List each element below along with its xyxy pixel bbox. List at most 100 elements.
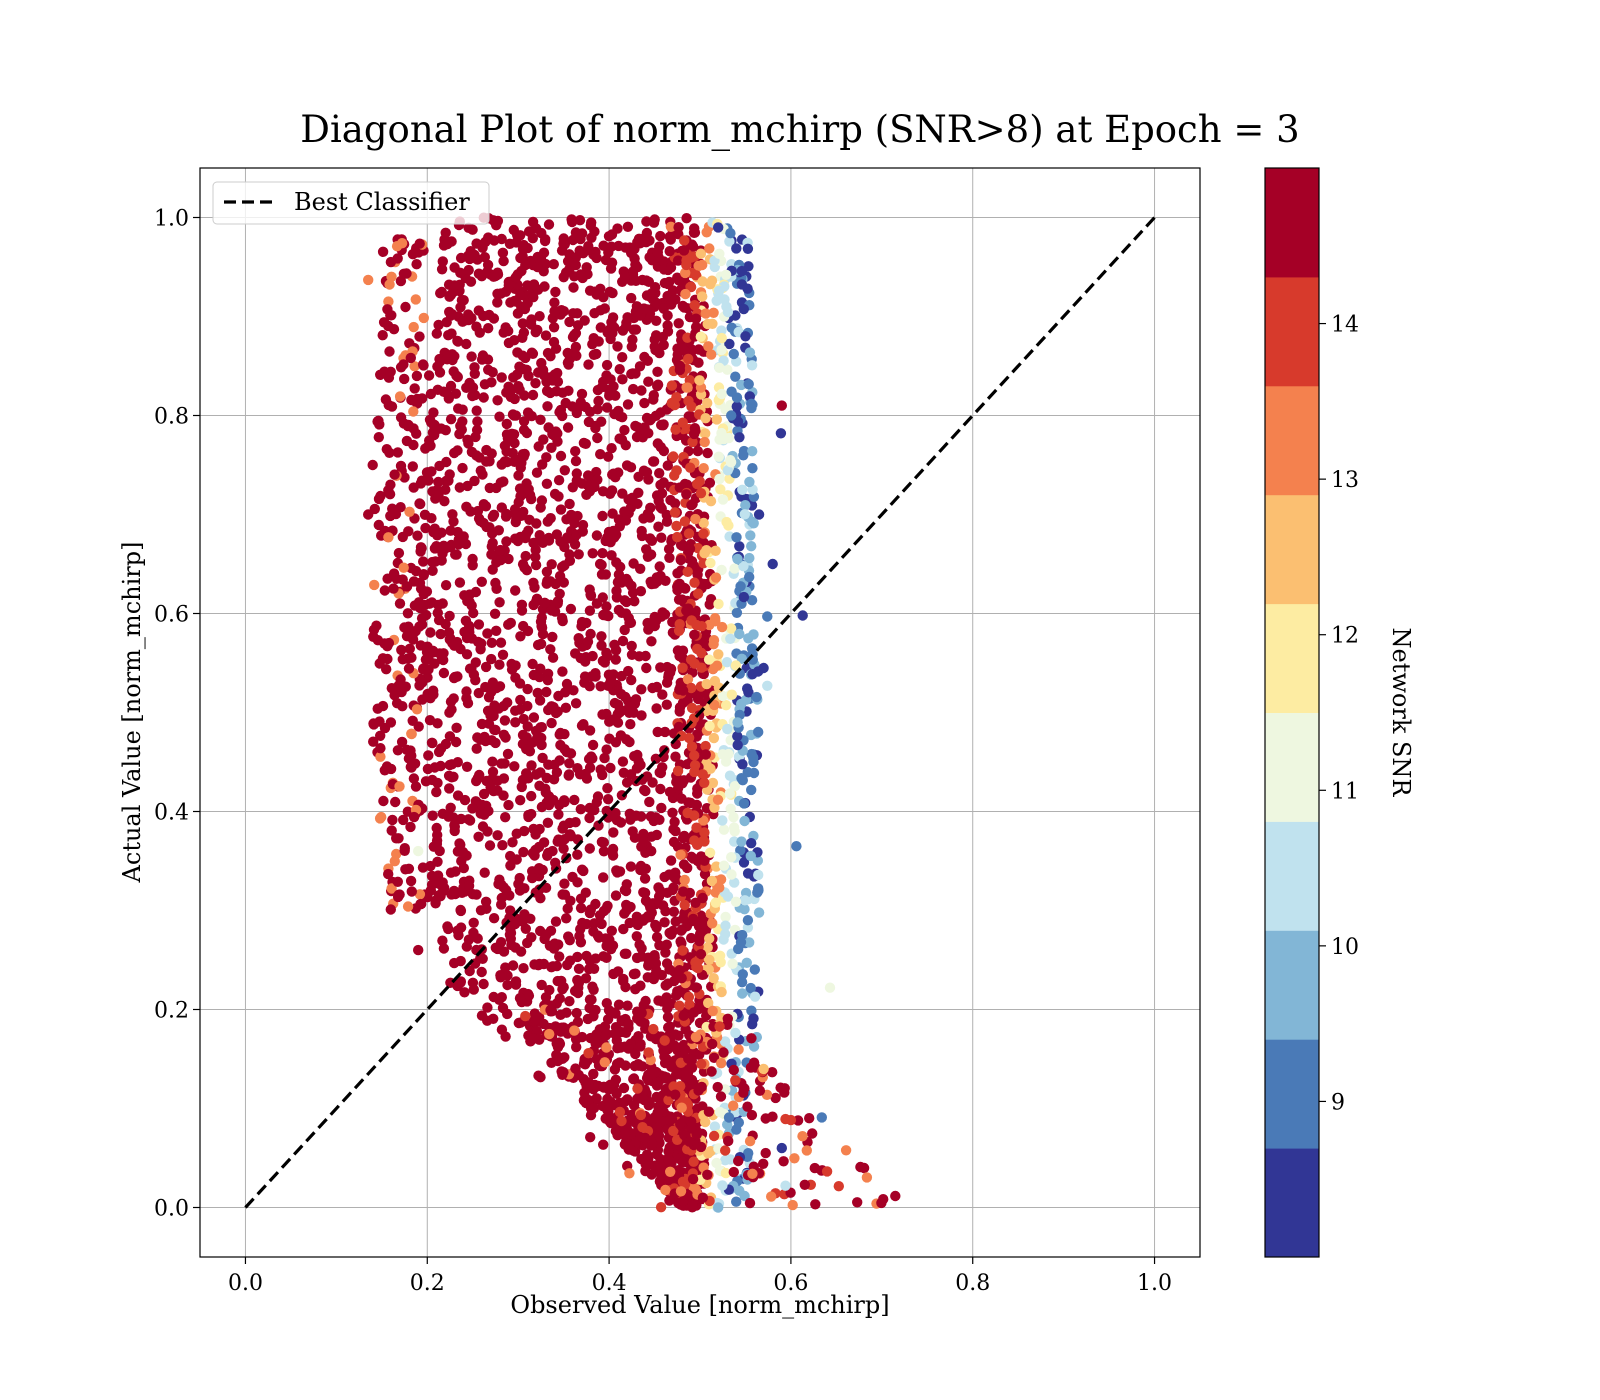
scatter-point: [471, 424, 483, 436]
scatter-point: [523, 990, 535, 1001]
scatter-point: [647, 1068, 658, 1080]
scatter-point: [629, 832, 641, 843]
scatter-point: [605, 762, 616, 774]
scatter-point: [653, 1130, 665, 1142]
scatter-point: [455, 905, 467, 917]
scatter-point: [602, 783, 613, 794]
scatter-point: [565, 895, 576, 906]
scatter-point: [699, 855, 710, 866]
scatter-point: [679, 899, 690, 911]
scatter-point: [515, 491, 526, 502]
scatter-point: [637, 1061, 648, 1072]
scatter-point: [561, 1024, 572, 1036]
scatter-point: [490, 737, 501, 749]
scatter-point: [739, 895, 751, 906]
scatter-point: [493, 525, 504, 536]
scatter-point: [415, 898, 426, 910]
scatter-point: [433, 319, 444, 331]
scatter-point: [662, 887, 673, 898]
scatter-point: [607, 808, 619, 820]
scatter-point: [574, 769, 586, 780]
scatter-point: [654, 561, 665, 572]
scatter-point: [430, 556, 441, 567]
scatter-point: [511, 296, 522, 307]
scatter-point: [598, 872, 609, 883]
scatter-point: [654, 814, 665, 825]
scatter-point: [564, 817, 575, 829]
scatter-point: [508, 372, 519, 383]
scatter-point: [713, 451, 724, 462]
scatter-point: [363, 509, 374, 520]
scatter-point: [713, 222, 724, 233]
scatter-point: [636, 530, 648, 542]
scatter-point: [573, 963, 585, 974]
scatter-point: [470, 657, 481, 668]
scatter-point: [697, 1192, 709, 1203]
scatter-point: [492, 288, 503, 299]
scatter-point: [492, 775, 503, 786]
scatter-point: [702, 942, 713, 953]
scatter-point: [582, 470, 594, 481]
scatter-point: [435, 628, 446, 640]
scatter-point: [642, 551, 654, 562]
scatter-point: [491, 625, 502, 636]
scatter-point: [731, 607, 743, 618]
scatter-point: [730, 1075, 741, 1086]
scatter-point: [496, 758, 507, 769]
scatter-point: [518, 327, 530, 338]
scatter-point: [668, 1125, 679, 1137]
scatter-point: [428, 685, 439, 696]
scatter-point: [678, 245, 690, 256]
scatter-point: [710, 616, 721, 627]
scatter-point: [369, 579, 380, 591]
scatter-point: [745, 982, 756, 994]
scatter-point: [628, 1073, 640, 1084]
scatter-point: [691, 822, 702, 833]
scatter-point: [688, 913, 699, 925]
scatter-point: [686, 932, 697, 944]
scatter-point: [661, 1073, 672, 1085]
colorbar-ticks: 9 10 11 12 13 14: [1319, 313, 1359, 1115]
scatter-point: [669, 872, 680, 883]
scatter-point: [776, 400, 787, 411]
scatter-point: [801, 1145, 812, 1156]
scatter-point: [526, 319, 537, 330]
scatter-point: [607, 312, 619, 323]
scatter-point: [562, 422, 574, 433]
scatter-point: [682, 566, 693, 577]
scatter-point: [603, 231, 615, 242]
scatter-point: [695, 331, 706, 342]
scatter-point: [555, 1009, 566, 1020]
scatter-point: [570, 455, 582, 467]
scatter-point: [373, 432, 384, 443]
scatter-point: [694, 1049, 705, 1061]
scatter-point: [378, 317, 390, 328]
scatter-point: [639, 351, 650, 363]
scatter-point: [537, 364, 549, 376]
scatter-point: [563, 769, 575, 780]
scatter-point: [816, 1112, 827, 1123]
scatter-point: [559, 878, 570, 889]
scatter-point: [606, 550, 617, 561]
scatter-point: [639, 397, 650, 409]
scatter-point: [373, 519, 384, 531]
scatter-point: [706, 349, 717, 360]
scatter-point: [642, 508, 654, 519]
scatter-point: [596, 631, 607, 642]
scatter-point: [455, 813, 467, 825]
scatter-point: [455, 252, 467, 264]
scatter-point: [748, 1041, 760, 1052]
scatter-point: [503, 553, 514, 565]
scatter-point: [681, 605, 692, 616]
scatter-point: [682, 382, 693, 393]
scatter-point: [585, 1132, 596, 1143]
scatter-point: [651, 315, 662, 326]
scatter-point: [407, 634, 419, 645]
scatter-point: [487, 564, 498, 575]
scatter-point: [797, 1131, 808, 1142]
scatter-point: [758, 662, 769, 674]
colorbar-segment: [1265, 930, 1319, 1040]
scatter-point: [708, 307, 719, 318]
scatter-point: [734, 541, 745, 552]
scatter-point: [427, 774, 438, 786]
